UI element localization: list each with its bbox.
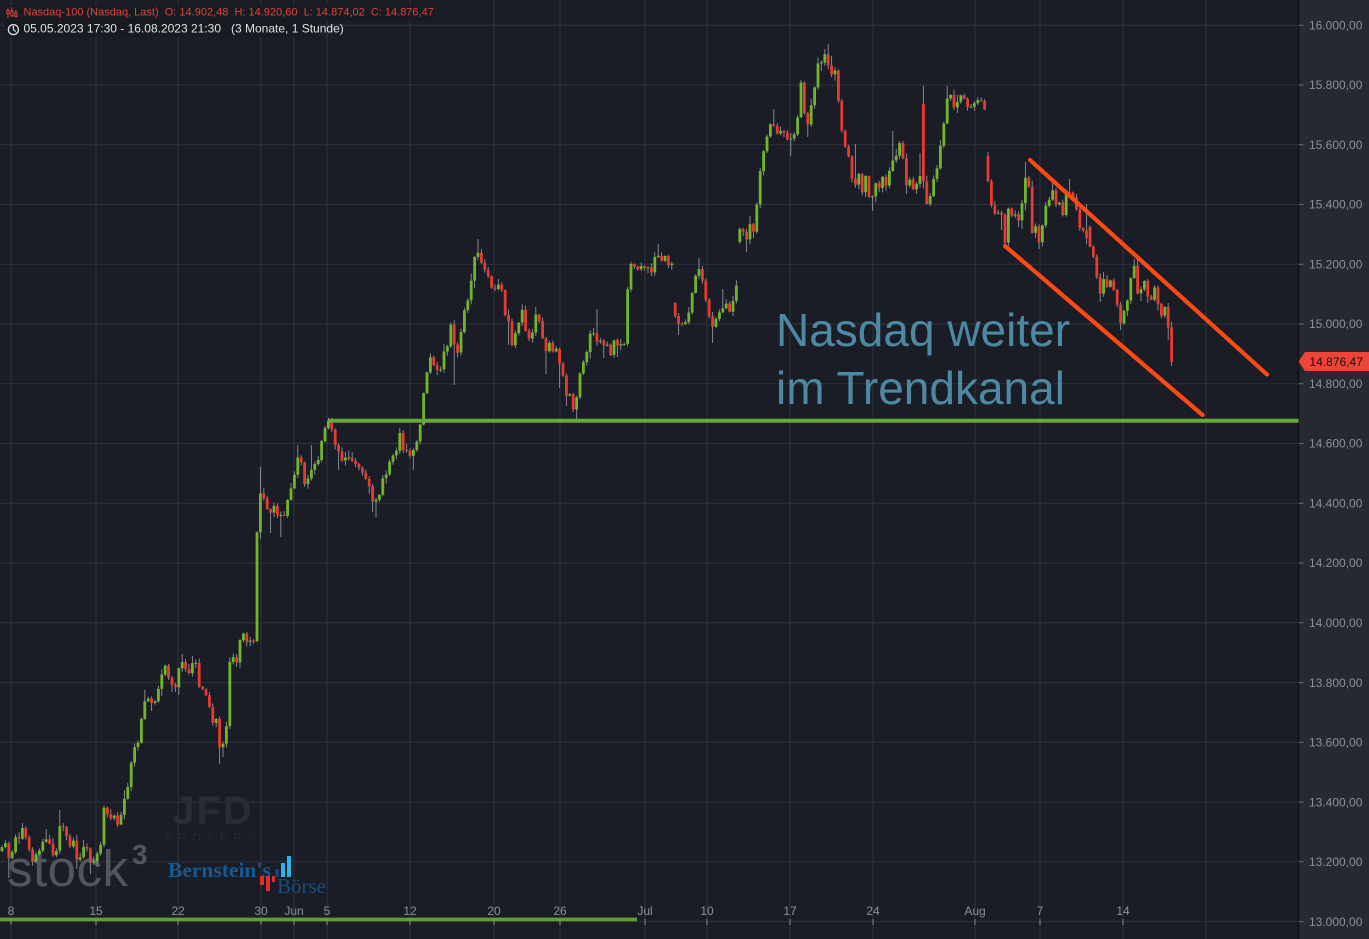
- svg-text:Börse: Börse: [277, 874, 326, 898]
- svg-text:8: 8: [8, 904, 15, 918]
- svg-text:14.876,47: 14.876,47: [1310, 355, 1364, 369]
- svg-text:15.200,00: 15.200,00: [1309, 257, 1363, 271]
- svg-text:Bernstein's: Bernstein's: [168, 858, 271, 882]
- svg-text:15: 15: [89, 904, 103, 918]
- svg-text:30: 30: [254, 904, 268, 918]
- svg-text:15.000,00: 15.000,00: [1309, 317, 1363, 331]
- svg-text:Aug: Aug: [964, 904, 985, 918]
- svg-text:14.600,00: 14.600,00: [1309, 437, 1363, 451]
- svg-text:Jul: Jul: [637, 904, 652, 918]
- svg-text:20: 20: [487, 904, 501, 918]
- svg-text:24: 24: [866, 904, 880, 918]
- svg-text:14.400,00: 14.400,00: [1309, 497, 1363, 511]
- svg-text:15.800,00: 15.800,00: [1309, 78, 1363, 92]
- svg-text:22: 22: [171, 904, 185, 918]
- svg-text:15.600,00: 15.600,00: [1309, 138, 1363, 152]
- svg-text:Jun: Jun: [284, 904, 303, 918]
- svg-text:JFD: JFD: [172, 789, 254, 833]
- svg-text:05.05.2023 17:30 - 16.08.2023: 05.05.2023 17:30 - 16.08.2023 21:30 (3 M…: [24, 22, 344, 36]
- svg-text:stock: stock: [7, 840, 129, 897]
- svg-text:im Trendkanal: im Trendkanal: [776, 362, 1065, 414]
- svg-text:7: 7: [1037, 904, 1044, 918]
- svg-text:3: 3: [132, 839, 148, 870]
- svg-text:Nasdaq weiter: Nasdaq weiter: [776, 304, 1070, 356]
- svg-text:17: 17: [783, 904, 797, 918]
- svg-text:5: 5: [324, 904, 331, 918]
- svg-text:15.400,00: 15.400,00: [1309, 198, 1363, 212]
- svg-text:13.400,00: 13.400,00: [1309, 795, 1363, 809]
- svg-text:26: 26: [553, 904, 567, 918]
- svg-text:12: 12: [403, 904, 417, 918]
- svg-text:13.000,00: 13.000,00: [1309, 915, 1363, 929]
- svg-text:14.800,00: 14.800,00: [1309, 377, 1363, 391]
- svg-text:14: 14: [1116, 904, 1130, 918]
- svg-text:Nasdaq-100 (Nasdaq, Last) O:: Nasdaq-100 (Nasdaq, Last) O: 14.902,48 H…: [24, 7, 434, 19]
- svg-text:14.000,00: 14.000,00: [1309, 616, 1363, 630]
- svg-text:13.800,00: 13.800,00: [1309, 676, 1363, 690]
- svg-text:BROKERS: BROKERS: [165, 832, 261, 844]
- svg-text:13.200,00: 13.200,00: [1309, 855, 1363, 869]
- svg-text:14.200,00: 14.200,00: [1309, 556, 1363, 570]
- svg-text:10: 10: [700, 904, 714, 918]
- svg-text:16.000,00: 16.000,00: [1309, 18, 1363, 32]
- svg-text:13.600,00: 13.600,00: [1309, 736, 1363, 750]
